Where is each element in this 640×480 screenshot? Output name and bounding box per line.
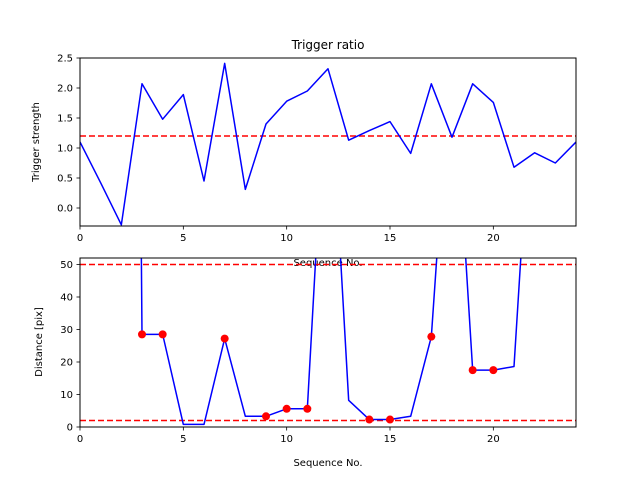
y-tick-label: 20 [60, 358, 73, 369]
plot-frame [79, 57, 577, 227]
x-tick-label: 15 [384, 434, 397, 445]
data-point [386, 415, 394, 424]
distance-chart: 0 5 10 15 20 0 10 20 30 40 50 Sequence No. Distan… [34, 257, 577, 469]
y-tick-label: 2.0 [57, 84, 73, 95]
x-tick-label: 0 [77, 434, 83, 445]
x-tick-label: 5 [180, 233, 186, 244]
data-point [468, 366, 477, 375]
x-tick-label: 0 [77, 233, 83, 244]
y-tick-label: 1.0 [57, 144, 73, 155]
y-tick-label: 2.5 [57, 54, 73, 65]
trigger-ratio-chart: Trigger ratio 0 5 10 15 20 0.0 0.5 1.0 1.5 2.0 2.… [31, 38, 577, 269]
y-tick-label: 0.0 [57, 204, 73, 215]
y-tick-label: 10 [60, 390, 73, 401]
data-point [282, 404, 291, 413]
x-axis-label: Sequence No. [293, 458, 362, 469]
x-tick-label: 10 [280, 233, 293, 244]
data-point [489, 366, 498, 375]
y-tick-label: 50 [60, 260, 73, 271]
y-tick-label: 1.5 [57, 114, 73, 125]
x-tick-label: 15 [384, 233, 397, 244]
data-point [427, 332, 436, 341]
x-tick-label: 20 [487, 233, 500, 244]
x-tick-label: 20 [487, 434, 500, 445]
x-axis-label: Sequence No. [293, 258, 362, 269]
y-tick-label: 40 [60, 293, 73, 304]
x-tick-label: 10 [280, 434, 293, 445]
y-tick-label: 0 [67, 423, 73, 434]
data-point [158, 330, 167, 339]
chart-title: Trigger ratio [291, 38, 365, 52]
plot-frame [79, 257, 577, 428]
data-point [138, 330, 146, 339]
y-axis-label: Trigger strength [31, 102, 42, 183]
data-point [303, 404, 312, 413]
series-line [80, 62, 576, 226]
y-axis-label: Distance [pix] [34, 307, 45, 377]
data-point [220, 334, 229, 343]
y-tick-label: 30 [60, 325, 73, 336]
y-tick-label: 0.5 [57, 174, 73, 185]
data-point [365, 415, 374, 424]
series-line [140, 258, 522, 426]
data-point [262, 412, 270, 421]
x-tick-label: 5 [180, 434, 186, 445]
